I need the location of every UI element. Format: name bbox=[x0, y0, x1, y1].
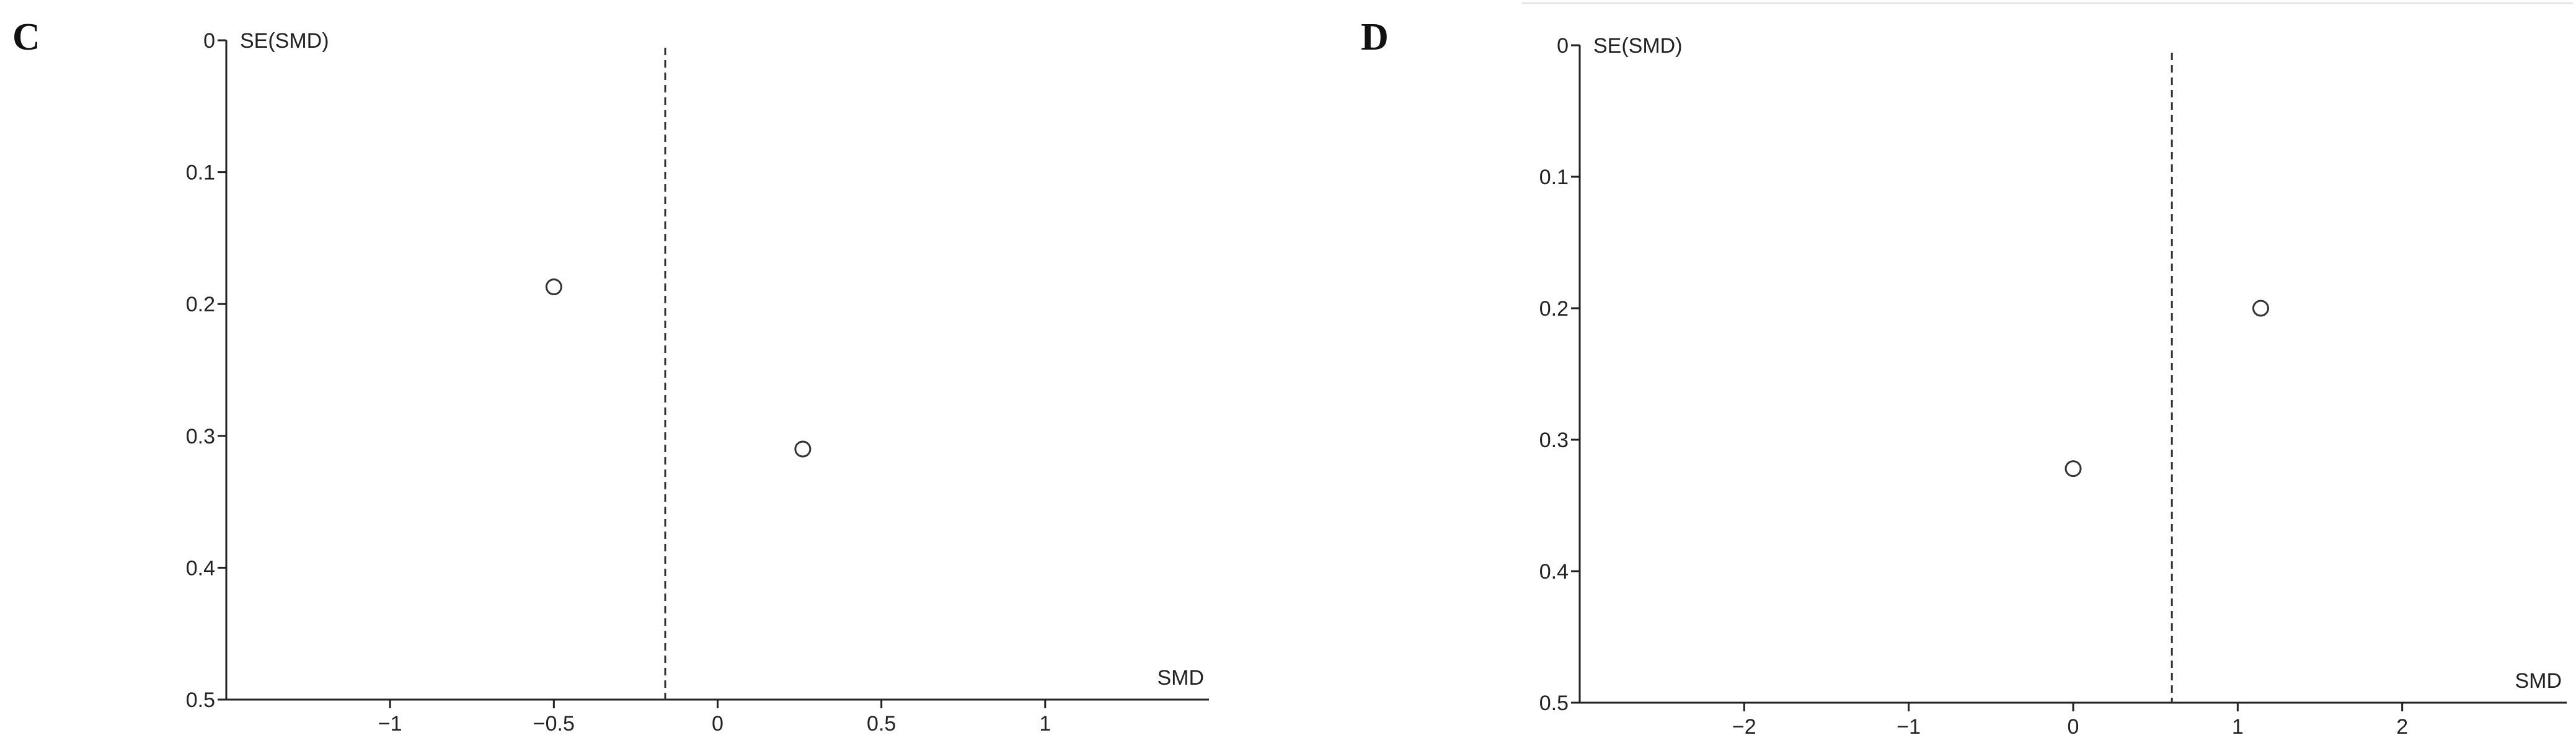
x-tick-label: −0.5 bbox=[533, 712, 575, 736]
x-tick-label: −1 bbox=[378, 712, 402, 736]
y-tick-label: 0.1 bbox=[186, 161, 215, 185]
panel-label: C bbox=[12, 16, 40, 58]
x-tick-label: −2 bbox=[1732, 715, 1756, 739]
y-tick-label: 0.5 bbox=[1539, 692, 1569, 715]
x-axis-title: SMD bbox=[2515, 669, 2562, 693]
x-tick-label: 1 bbox=[2232, 715, 2244, 739]
x-axis-title: SMD bbox=[1157, 666, 1204, 690]
y-tick-label: 0.4 bbox=[1539, 560, 1569, 584]
y-tick-label: 0.4 bbox=[186, 556, 215, 580]
y-axis-title: SE(SMD) bbox=[240, 29, 329, 53]
study-point bbox=[2065, 460, 2082, 478]
y-tick-label: 0.3 bbox=[186, 425, 215, 448]
x-tick-label: 0.5 bbox=[867, 712, 896, 736]
x-tick-label: 2 bbox=[2396, 715, 2408, 739]
study-point bbox=[545, 278, 562, 296]
y-tick-label: 0.3 bbox=[1539, 429, 1569, 452]
y-axis-title: SE(SMD) bbox=[1593, 34, 1683, 58]
y-tick-label: 0 bbox=[1557, 34, 1569, 58]
y-tick-label: 0 bbox=[203, 29, 215, 53]
y-tick-label: 0.1 bbox=[1539, 166, 1569, 189]
panel-label: D bbox=[1361, 16, 1389, 58]
study-point bbox=[2252, 300, 2269, 317]
x-tick-label: 0 bbox=[712, 712, 724, 736]
y-tick-label: 0.2 bbox=[186, 293, 215, 316]
x-tick-label: 0 bbox=[2068, 715, 2079, 739]
study-point bbox=[794, 440, 812, 458]
y-tick-label: 0.5 bbox=[186, 688, 215, 712]
y-tick-label: 0.2 bbox=[1539, 297, 1569, 321]
funnel-plot-d: D 0 0.1 0.2 0.3 0.4 0.5 −2 −1 0 1 2 SE(SMD) SMD bbox=[1361, 16, 2567, 739]
funnel-plot-c: C 0 0.1 0.2 0.3 0.4 0.5 −1 −0.5 0 0.5 1 SE(SMD) SMD bbox=[12, 16, 1209, 736]
x-tick-label: −1 bbox=[1897, 715, 1921, 739]
x-tick-label: 1 bbox=[1039, 712, 1051, 736]
